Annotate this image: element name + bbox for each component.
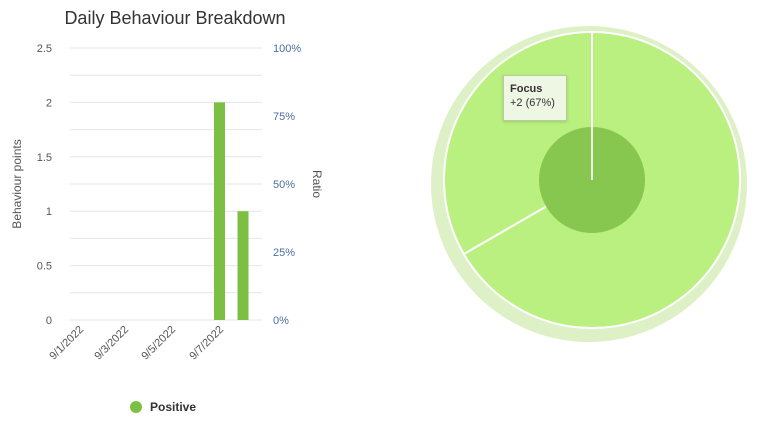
bar-chart: 0 0.5 1 1.5 2 2.5 0% 25% 50% 75% 100% Behaviour poi… (10, 43, 324, 363)
y-tick-label: 1 (46, 206, 52, 218)
y-tick-label: 2 (46, 97, 52, 109)
y2-tick-label: 100% (273, 43, 301, 55)
chart-title: Daily Behaviour Breakdown (64, 8, 286, 28)
y-tick-label: 0.5 (37, 261, 52, 273)
pie-tooltip: Focus +2 (67%) (503, 75, 567, 121)
x-tick-label: 9/1/2022 (47, 324, 86, 363)
chart-legend[interactable]: Positive (130, 400, 196, 414)
tooltip-label: Focus (510, 83, 543, 95)
x-tick-label: 9/7/2022 (187, 324, 226, 363)
bar-chart-panel: Daily Behaviour Breakdown 0 0.5 1 1.5 2 2.5 0%… (10, 8, 324, 414)
pie-chart (431, 26, 747, 342)
tooltip-value: +2 (67%) (510, 97, 555, 109)
bar-positive (214, 102, 225, 321)
bar-positive (237, 211, 249, 320)
x-tick-label: 9/5/2022 (139, 324, 178, 363)
pie-chart-panel (405, 0, 779, 421)
y-axis-title: Behaviour points (10, 139, 24, 228)
y2-tick-label: 25% (273, 247, 295, 259)
y2-tick-label: 75% (273, 111, 295, 123)
y2-tick-label: 50% (273, 179, 295, 191)
y-tick-label: 0 (46, 315, 52, 327)
y2-tick-label: 0% (273, 315, 289, 327)
x-tick-label: 9/3/2022 (92, 324, 131, 363)
legend-swatch (130, 401, 142, 413)
legend-label-positive: Positive (150, 400, 197, 414)
y2-axis-title: Ratio (310, 170, 324, 198)
y-tick-label: 2.5 (37, 43, 52, 55)
y-tick-label: 1.5 (37, 152, 52, 164)
